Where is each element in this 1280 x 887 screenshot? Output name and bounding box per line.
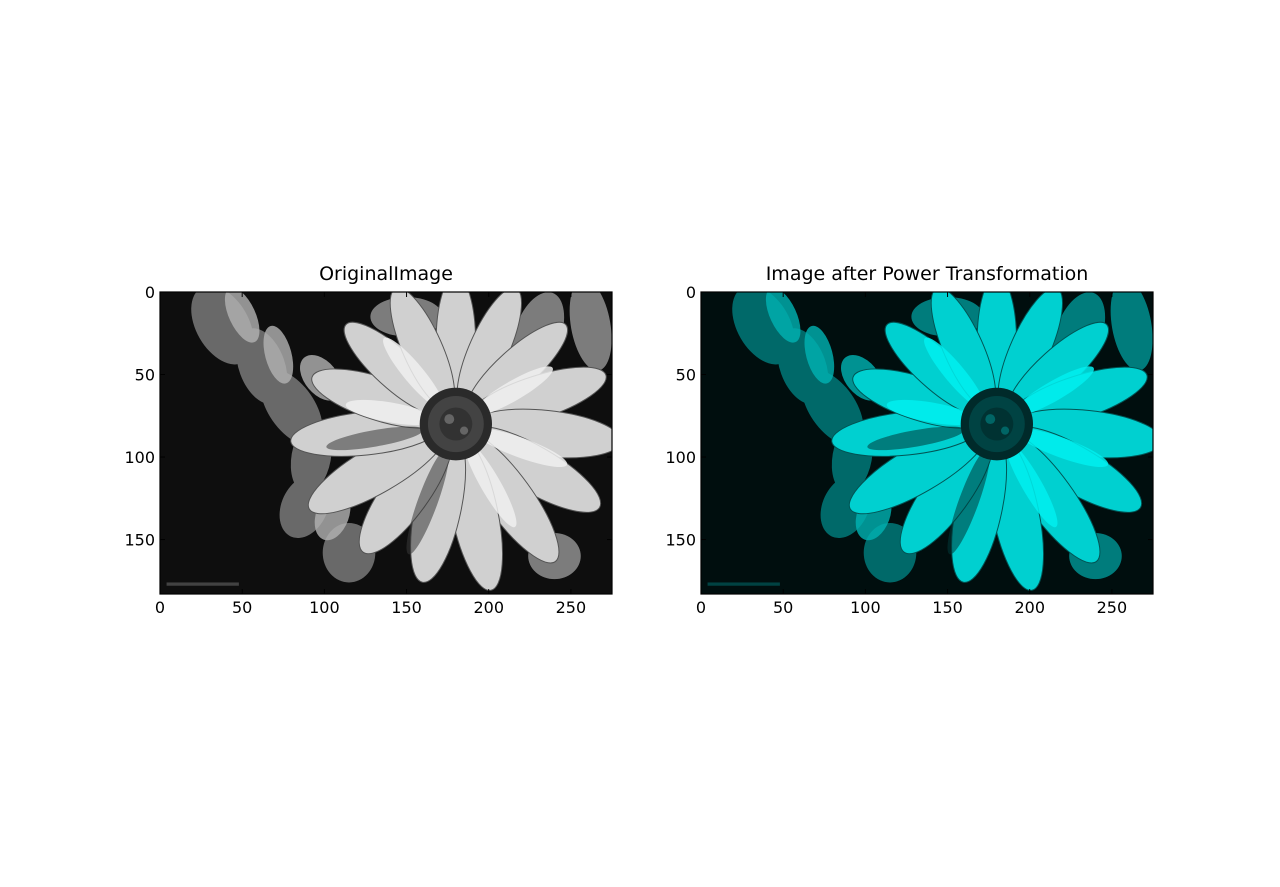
x-tick-label: 100 [850,598,881,617]
y-tick-label: 50 [676,366,696,385]
panel-title: Image after Power Transformation [766,263,1089,285]
axes-frame [159,291,613,595]
image-1 [160,292,612,594]
x-tick-label: 50 [773,598,793,617]
x-tick-label: 50 [232,598,252,617]
axes-frame [700,291,1154,595]
y-tick-label: 100 [124,448,155,467]
x-tick-label: 0 [155,598,165,617]
y-tick-label: 150 [665,531,696,550]
x-tick-label: 150 [391,598,422,617]
chart-panel-1: OriginalImage 0 50 100 150 200 250 0 50 100 150 [124,263,613,617]
y-tick-label: 50 [135,366,155,385]
panel-title: OriginalImage [319,263,453,285]
x-tick-label: 150 [932,598,963,617]
x-tick-label: 250 [1097,598,1128,617]
y-tick-label: 0 [145,283,155,302]
x-tick-label: 200 [1014,598,1045,617]
chart-panel-2: Image after Power Transformation 0 50 100 15… [665,263,1154,617]
y-tick-label: 0 [686,283,696,302]
x-tick-label: 100 [309,598,340,617]
y-tick-label: 100 [665,448,696,467]
x-tick-label: 0 [696,598,706,617]
image-2 [701,292,1153,594]
x-tick-label: 200 [473,598,504,617]
x-tick-label: 250 [556,598,587,617]
y-tick-label: 150 [124,531,155,550]
